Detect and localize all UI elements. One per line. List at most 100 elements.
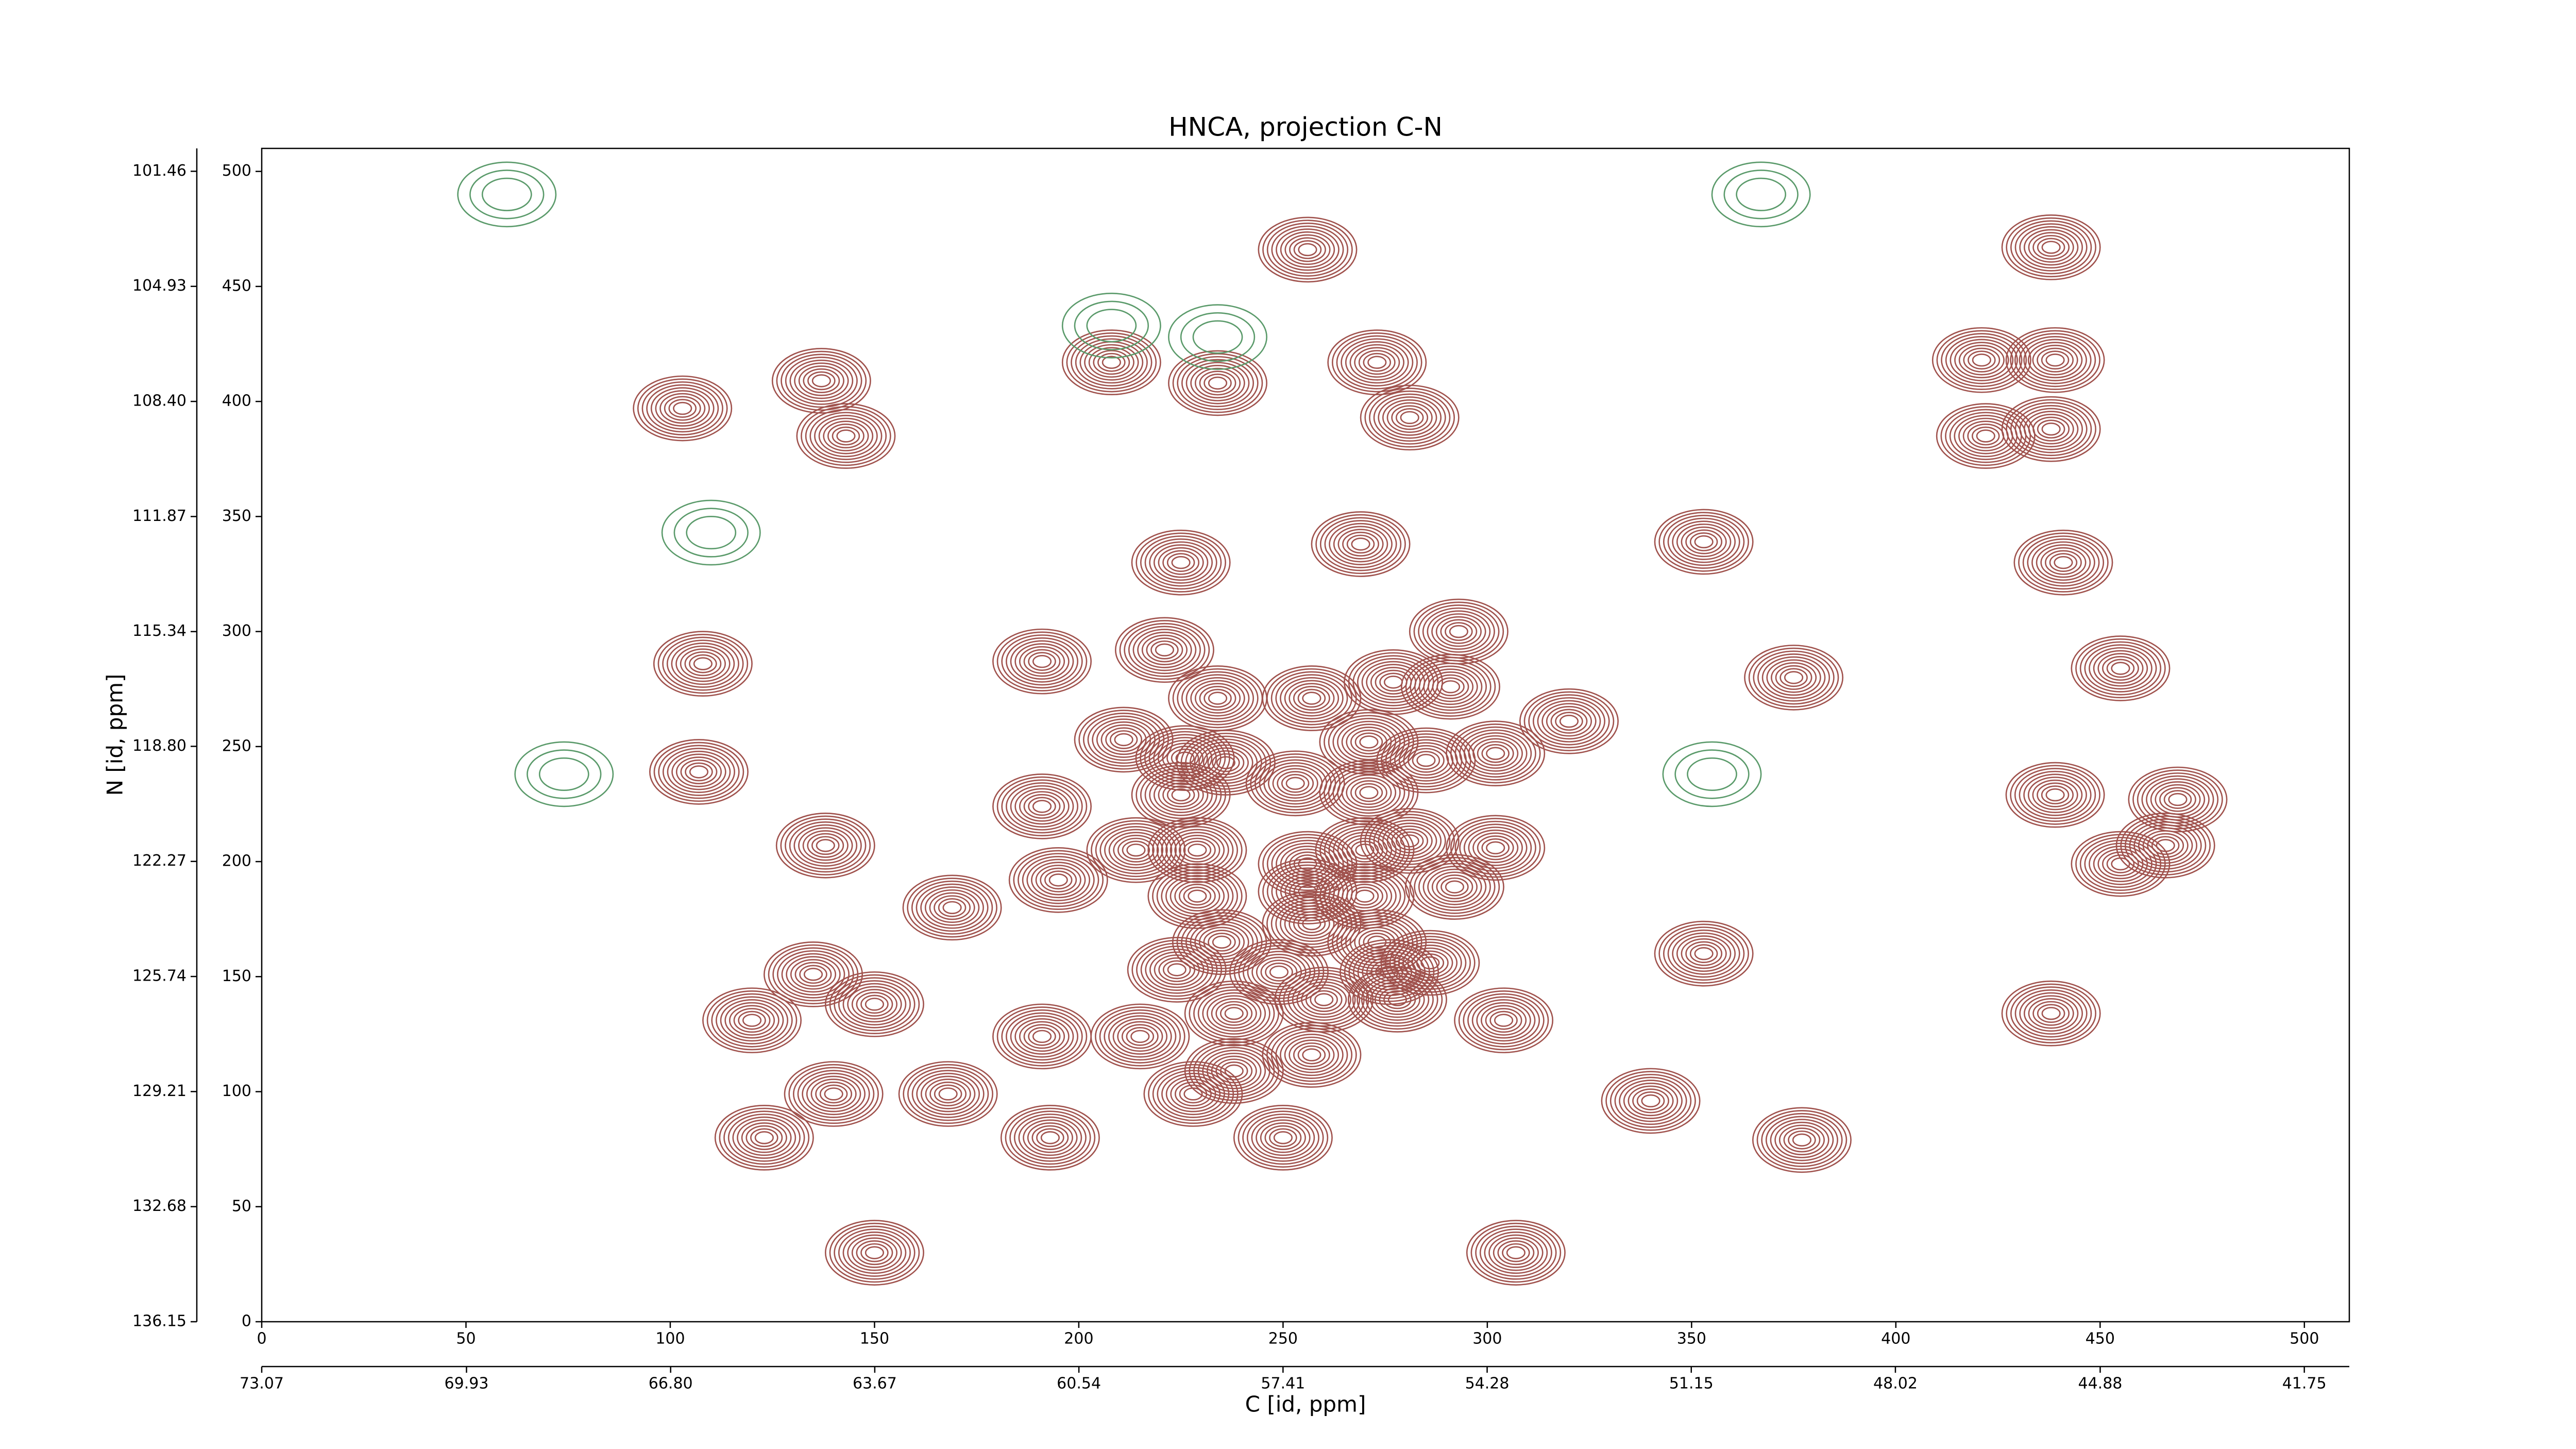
contour-ring xyxy=(2032,345,2078,376)
contour-ring xyxy=(538,757,589,791)
contour-ring xyxy=(1036,1128,1064,1148)
contour-ring xyxy=(1010,1015,1074,1058)
contour-ring xyxy=(1188,844,1207,857)
contour-ring xyxy=(1181,674,1255,722)
contour-ring xyxy=(1711,161,1811,228)
contour-ring xyxy=(1276,843,1340,885)
contour-ring xyxy=(1166,553,1195,572)
contour-ring xyxy=(1208,932,1236,952)
contour-ring xyxy=(2106,854,2135,873)
contour-ring xyxy=(996,1006,1088,1067)
contour-ring xyxy=(1470,1222,1562,1283)
contour-ring xyxy=(1792,1133,1812,1147)
contour-ring xyxy=(1199,370,1236,396)
contour-ring xyxy=(851,989,897,1020)
contour-ring xyxy=(1251,1116,1315,1159)
plot-frame xyxy=(261,147,2350,1323)
contour-ring xyxy=(1466,1220,1566,1286)
contour-ring xyxy=(1112,1018,1168,1055)
contour-ring xyxy=(811,836,840,855)
contour-ring xyxy=(1194,683,1241,714)
contour-ring xyxy=(1207,750,1245,776)
contour-ring xyxy=(1382,399,1437,436)
contour-ring xyxy=(1477,835,1514,861)
contour-ring xyxy=(1018,1116,1082,1159)
contour-ring xyxy=(1394,739,1458,782)
contour-ring xyxy=(2014,333,2096,387)
contour-ring xyxy=(1346,727,1392,757)
contour-ring xyxy=(824,1220,924,1286)
contour-ring xyxy=(2151,836,2180,855)
contour-ring xyxy=(1348,652,1439,712)
contour-ring xyxy=(1202,992,1266,1035)
chart-title: HNCA, projection C-N xyxy=(1168,112,1443,142)
contour-ring xyxy=(1472,832,1519,863)
contour-ring xyxy=(1775,665,1812,690)
contour-ring xyxy=(2032,1001,2070,1026)
contour-ring xyxy=(750,1128,778,1148)
contour-ring xyxy=(1171,788,1191,802)
contour-ring xyxy=(1327,329,1427,396)
contour-ring xyxy=(1242,948,1315,997)
x2-tick-label: 66.80 xyxy=(649,1375,693,1393)
contour-ring xyxy=(1328,765,1410,820)
contour-ring xyxy=(680,648,726,679)
contour-ring xyxy=(776,950,850,999)
contour-ring xyxy=(1663,515,1745,569)
y2-tick-label: 122.27 xyxy=(132,852,187,870)
contour-ring xyxy=(2019,335,2092,384)
contour-ring xyxy=(807,371,836,391)
contour-ring xyxy=(1171,555,1191,569)
contour-ring xyxy=(1440,619,1478,644)
contour-ring xyxy=(1748,647,1839,708)
contour-ring xyxy=(1431,613,1486,650)
contour-ring xyxy=(2071,635,2171,701)
contour-ring xyxy=(1454,820,1536,875)
contour-ring xyxy=(793,824,858,867)
contour-ring xyxy=(1446,720,1546,787)
contour-ring xyxy=(916,883,989,932)
contour-ring xyxy=(706,990,798,1051)
contour-ring xyxy=(1407,947,1453,979)
contour-ring xyxy=(1489,1010,1518,1030)
contour-ring xyxy=(816,839,835,852)
contour-ring xyxy=(1066,332,1157,393)
contour-ring xyxy=(1165,874,1229,918)
contour-ring xyxy=(1158,779,1204,811)
contour-ring xyxy=(2093,846,2148,882)
contour-ring xyxy=(1381,730,1471,790)
contour-ring xyxy=(1174,835,1221,866)
contour-ring xyxy=(1161,872,1234,920)
contour-ring xyxy=(655,390,710,427)
contour-ring xyxy=(2137,772,2219,827)
contour-ring xyxy=(675,645,731,682)
contour-ring xyxy=(2041,785,2070,804)
contour-ring xyxy=(1463,993,1545,1048)
contour-ring xyxy=(815,1081,853,1107)
contour-ring xyxy=(1414,860,1496,914)
contour-ring xyxy=(2001,214,2101,280)
contour-ring xyxy=(1292,978,1356,1021)
contour-ring xyxy=(1093,350,1130,375)
contour-ring xyxy=(929,1081,967,1107)
contour-ring xyxy=(1023,794,1061,819)
contour-ring xyxy=(803,368,840,393)
contour-ring xyxy=(723,1110,805,1165)
contour-ring xyxy=(1293,1042,1330,1068)
y2-tick-label: 129.21 xyxy=(132,1082,187,1100)
contour-ring xyxy=(719,1107,810,1168)
contour-ring xyxy=(668,399,697,418)
contour-ring xyxy=(1119,620,1210,680)
contour-ring xyxy=(1493,1237,1539,1268)
contour-ring xyxy=(527,749,602,799)
contour-ring xyxy=(1075,338,1148,386)
contour-ring xyxy=(1481,838,1510,857)
contour-ring xyxy=(693,657,713,670)
contour-ring xyxy=(1128,626,1201,675)
contour-ring xyxy=(1416,753,1436,767)
contour-ring xyxy=(2120,815,2211,875)
contour-ring xyxy=(1328,715,1410,769)
y-tick-label: 100 xyxy=(222,1082,251,1100)
contour-ring xyxy=(1006,637,1079,686)
contour-ring xyxy=(2106,659,2135,678)
